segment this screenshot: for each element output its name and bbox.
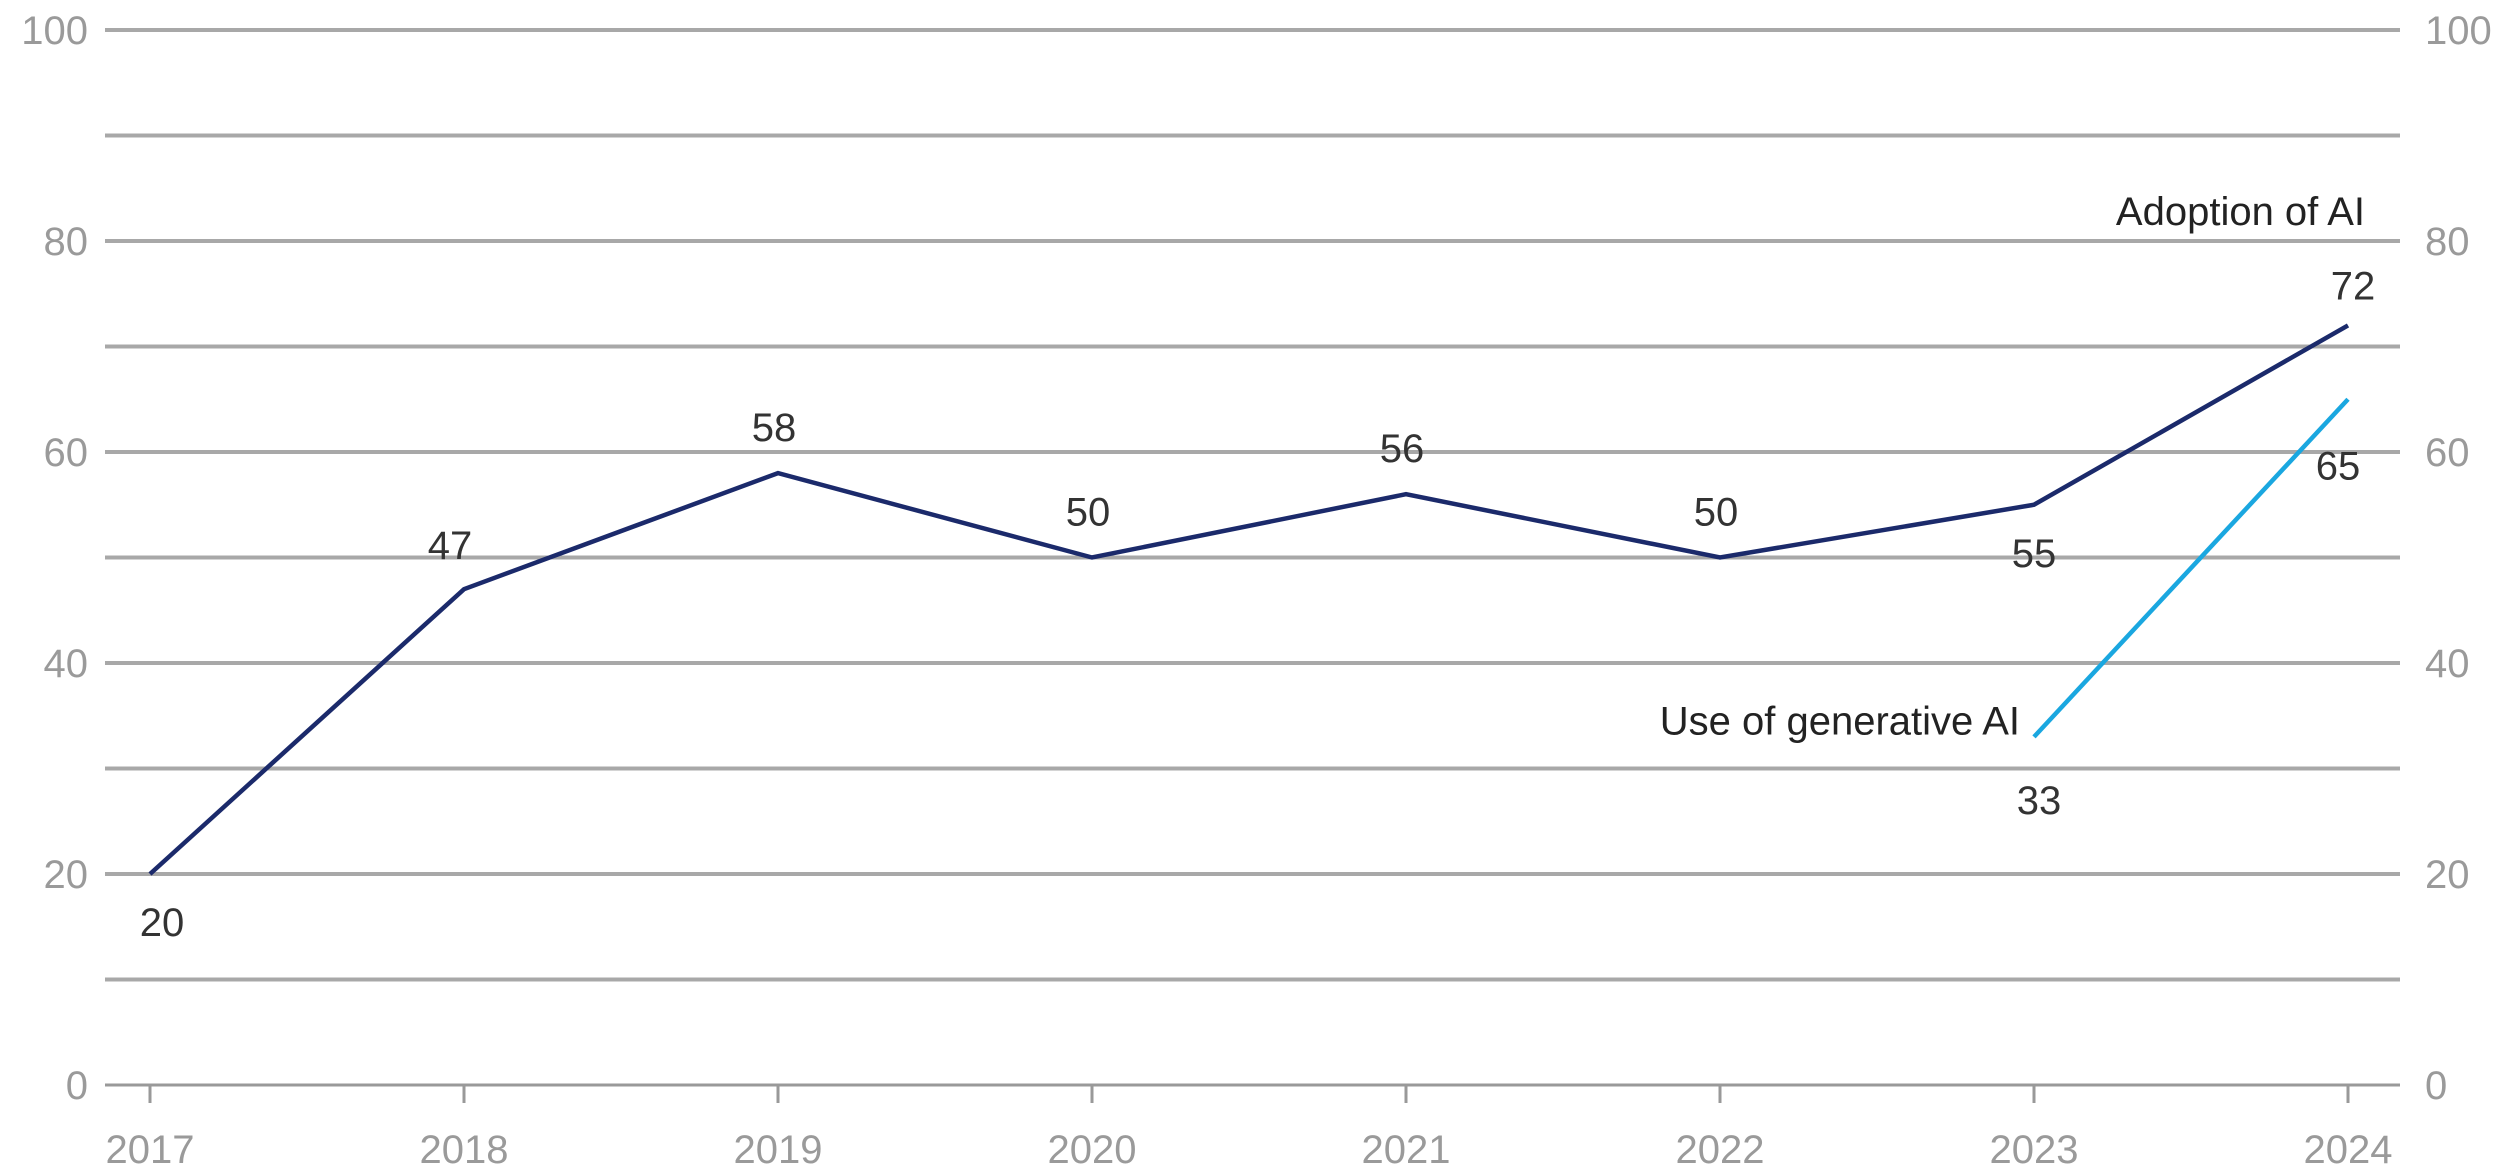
x-tick-label: 2023 (1990, 1128, 2079, 1172)
y-tick-label-right: 0 (2425, 1064, 2447, 1108)
y-tick-label-right: 20 (2425, 853, 2470, 897)
series-lines (148, 323, 2350, 876)
data-label: 56 (1380, 427, 1425, 471)
x-tick-label: 2018 (420, 1128, 509, 1172)
series-line-adoption-of-ai (148, 323, 2350, 876)
x-tick-label: 2024 (2304, 1128, 2393, 1172)
data-label: 58 (752, 406, 797, 450)
y-tick-label-right: 100 (2425, 9, 2492, 53)
data-labels: 20 47 58 50 56 50 55 72 33 65 Adoption of AI Use of… (140, 190, 2376, 945)
data-label: 72 (2331, 264, 2376, 308)
data-label: 33 (2017, 779, 2062, 823)
y-tick-label-right: 80 (2425, 220, 2470, 264)
data-label: 55 (2012, 532, 2057, 576)
y-tick-label-right: 60 (2425, 431, 2470, 475)
y-tick-label-left: 20 (44, 853, 89, 897)
series-name-label: Use of generative AI (1660, 699, 2020, 743)
x-tick-label: 2020 (1048, 1128, 1137, 1172)
data-label: 65 (2316, 444, 2361, 488)
data-label: 50 (1066, 491, 1111, 535)
y-tick-label-left: 80 (44, 220, 89, 264)
y-tick-label-left: 60 (44, 431, 89, 475)
x-tick-label: 2022 (1676, 1128, 1765, 1172)
x-tick-label: 2021 (1362, 1128, 1451, 1172)
data-label: 20 (140, 901, 185, 945)
y-tick-label-right: 40 (2425, 642, 2470, 686)
y-tick-label-left: 0 (66, 1064, 88, 1108)
y-tick-label-left: 40 (44, 642, 89, 686)
data-label: 50 (1694, 491, 1739, 535)
series-name-label: Adoption of AI (2116, 190, 2365, 234)
x-tick-label: 2017 (106, 1128, 195, 1172)
series-line-use-of-generative-ai (2032, 397, 2350, 739)
gridlines (105, 28, 2400, 1087)
x-tick-label: 2019 (734, 1128, 823, 1172)
y-tick-label-left: 100 (21, 9, 88, 53)
data-label: 47 (428, 524, 473, 568)
